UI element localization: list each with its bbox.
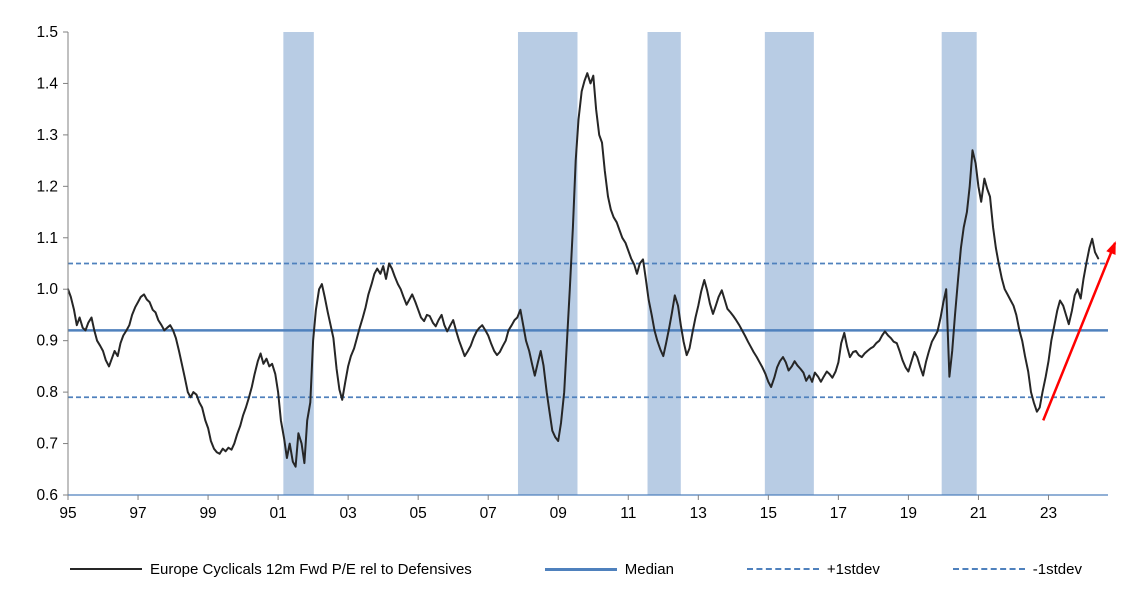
- x-tick-label: 95: [59, 505, 76, 522]
- legend-item-plus1stdev: +1stdev: [746, 560, 880, 578]
- legend-median-label: Median: [624, 560, 674, 578]
- plus1stdev-line-swatch-icon: [746, 568, 819, 570]
- x-tick-label: 03: [340, 505, 357, 522]
- legend-plus1stdev-label: +1stdev: [826, 560, 880, 578]
- series-line: [67, 72, 1100, 468]
- x-tick-label: 19: [900, 505, 917, 522]
- x-tick-label: 23: [1040, 505, 1057, 522]
- x-axis-labels: 95 97 99 01 03 05 07 09 11 13 15 17 19 21 23: [59, 495, 1057, 522]
- y-tick-label: 0.6: [36, 487, 58, 504]
- median-line-swatch-icon: [544, 567, 617, 571]
- x-tick-label: 09: [550, 505, 567, 522]
- x-tick-label: 01: [269, 505, 286, 522]
- y-tick-label: 1.1: [36, 230, 58, 247]
- series-line-swatch-icon: [70, 568, 142, 570]
- y-tick-label: 0.9: [36, 333, 58, 350]
- y-tick-label: 1.4: [36, 75, 58, 92]
- y-axis-labels: 0.6 0.7 0.8 0.9 1.0 1.1 1.2 1.3 1.4 1.5: [36, 24, 68, 504]
- legend-minus1stdev-label: -1stdev: [1032, 560, 1082, 578]
- minus1stdev-line-swatch-icon: [952, 568, 1025, 570]
- x-tick-label: 05: [410, 505, 427, 522]
- legend-item-minus1stdev: -1stdev: [952, 560, 1082, 578]
- y-tick-label: 0.7: [36, 436, 58, 453]
- trend-arrow-annotation: [1042, 241, 1117, 421]
- x-tick-label: 99: [199, 505, 216, 522]
- legend-series-label: Europe Cyclicals 12m Fwd P/E rel to Defe…: [150, 560, 472, 578]
- y-tick-label: 1.2: [36, 178, 58, 195]
- x-tick-label: 13: [690, 505, 707, 522]
- x-tick-label: 11: [620, 505, 636, 522]
- legend-item-series: Europe Cyclicals 12m Fwd P/E rel to Defe…: [70, 561, 472, 578]
- x-tick-label: 07: [480, 505, 497, 522]
- x-tick-label: 15: [760, 505, 777, 522]
- x-tick-label: 17: [830, 505, 847, 522]
- y-tick-label: 1.3: [36, 127, 58, 144]
- y-tick-label: 0.8: [36, 384, 58, 401]
- x-tick-label: 21: [970, 505, 987, 522]
- y-tick-label: 1.5: [36, 24, 58, 41]
- y-tick-label: 1.0: [36, 281, 58, 298]
- legend-item-median: Median: [544, 560, 674, 578]
- chart-legend: Europe Cyclicals 12m Fwd P/E rel to Defe…: [0, 540, 1140, 598]
- chart-canvas: 0.6 0.7 0.8 0.9 1.0 1.1 1.2 1.3 1.4 1.5 95 97 99 01 03…: [36, 24, 1117, 522]
- x-tick-label: 97: [129, 505, 146, 522]
